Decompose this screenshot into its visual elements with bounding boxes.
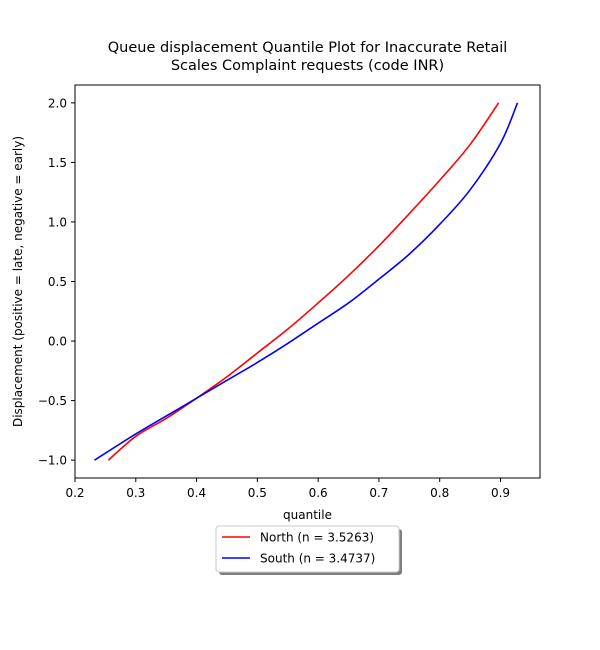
x-tick-label: 0.3 [126,486,145,500]
x-tick-label: 0.9 [491,486,510,500]
series-lines [94,102,519,461]
x-tick-label: 0.6 [309,486,328,500]
x-tick-label: 0.8 [430,486,449,500]
x-axis-ticks: 0.2 0.3 0.4 0.5 0.6 0.7 0.8 0.9 [65,478,510,500]
y-tick-label: 2.0 [48,96,67,110]
x-axis-label: quantile [283,508,332,522]
plot-frame [74,84,541,479]
y-axis-ticks: −1.0 −0.5 0.0 0.5 1.0 1.5 2.0 [38,96,75,468]
series-line-north [107,102,500,461]
chart-title-line-1: Queue displacement Quantile Plot for Ina… [108,40,508,56]
x-tick-label: 0.2 [65,486,84,500]
y-tick-label: −1.0 [38,454,67,468]
x-tick-label: 0.4 [187,486,206,500]
legend-label-north: North (n = 3.5263) [260,531,374,545]
x-tick-label: 0.7 [369,486,388,500]
legend-label-south: South (n = 3.4737) [260,552,375,566]
chart-title-line-2: Scales Complaint requests (code INR) [171,58,444,74]
y-tick-label: 1.5 [48,156,67,170]
legend-box [215,525,400,573]
legend: North (n = 3.5263) South (n = 3.4737) [215,525,402,575]
y-tick-label: −0.5 [38,394,67,408]
y-tick-label: 1.0 [48,215,67,229]
y-axis-label: Displacement (positive = late, negative … [11,136,25,427]
y-tick-label: 0.5 [48,275,67,289]
x-tick-label: 0.5 [248,486,267,500]
series-line-south [94,102,519,461]
y-tick-label: 0.0 [48,335,67,349]
